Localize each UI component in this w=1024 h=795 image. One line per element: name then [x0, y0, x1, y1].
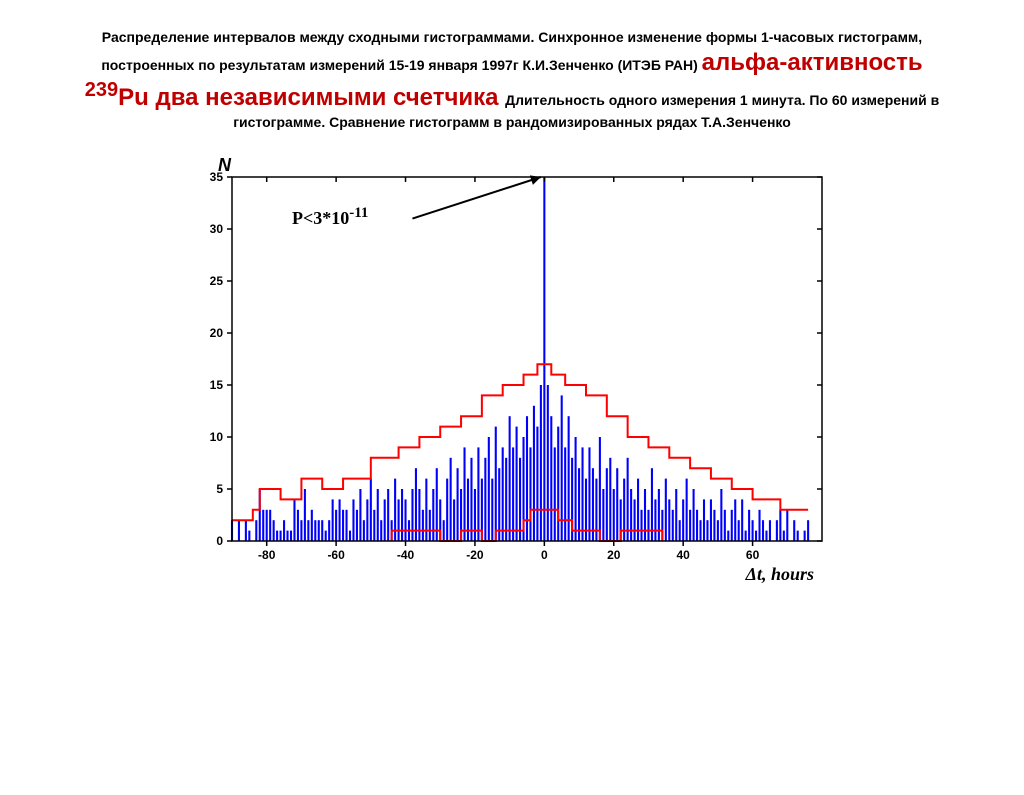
svg-text:-40: -40	[397, 548, 415, 562]
chart-svg: 05101520253035-80-60-40-200204060	[172, 151, 852, 581]
svg-text:20: 20	[210, 326, 224, 340]
p-value-annotation: P<3*10-11	[292, 205, 368, 229]
svg-text:25: 25	[210, 274, 224, 288]
svg-text:0: 0	[541, 548, 548, 562]
slide-title: Распределение интервалов между сходными …	[72, 28, 952, 133]
y-axis-label: N	[218, 155, 231, 176]
svg-text:15: 15	[210, 378, 224, 392]
svg-text:-80: -80	[258, 548, 276, 562]
x-axis-label: Δt, hours	[746, 564, 814, 585]
histogram-chart: N P<3*10-11 05101520253035-80-60-40-2002…	[172, 151, 852, 581]
svg-text:-60: -60	[327, 548, 345, 562]
svg-text:30: 30	[210, 222, 224, 236]
svg-text:-20: -20	[466, 548, 484, 562]
svg-text:60: 60	[746, 548, 760, 562]
svg-text:0: 0	[216, 534, 223, 548]
svg-text:20: 20	[607, 548, 621, 562]
svg-text:5: 5	[216, 482, 223, 496]
svg-text:40: 40	[676, 548, 690, 562]
svg-text:10: 10	[210, 430, 224, 444]
